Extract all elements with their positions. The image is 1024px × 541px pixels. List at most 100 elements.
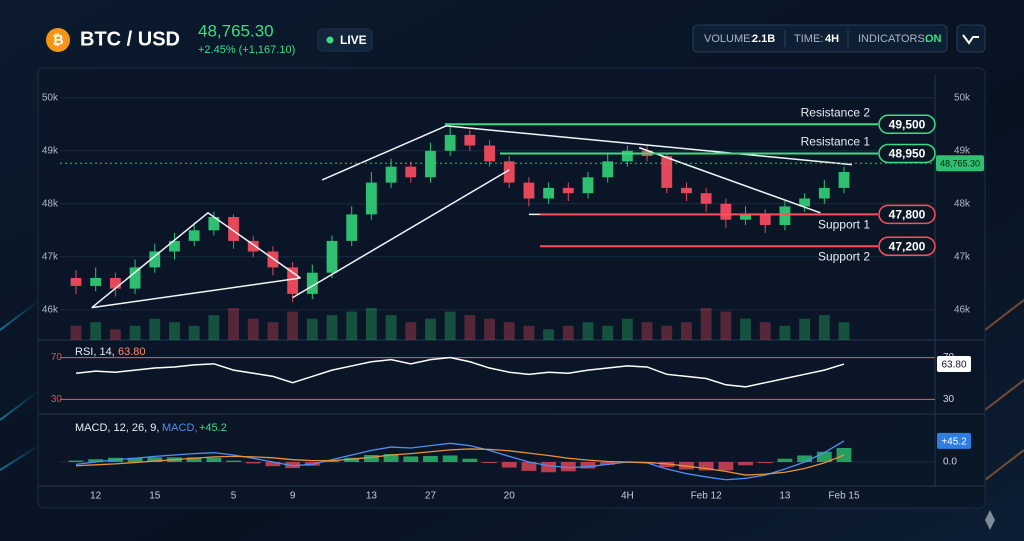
trendline xyxy=(292,169,510,299)
candle-body xyxy=(149,251,161,268)
menu-icon xyxy=(962,34,979,45)
candle-body xyxy=(818,187,830,199)
histogram-bar xyxy=(797,455,813,462)
candle-body xyxy=(287,267,299,294)
histogram-bar xyxy=(186,457,202,462)
histogram-bar xyxy=(206,457,222,462)
volume-bar xyxy=(582,322,594,340)
volume-bar xyxy=(188,325,200,340)
trendline xyxy=(638,146,821,214)
macd-line xyxy=(75,448,845,476)
candle-body xyxy=(385,166,397,183)
histogram-bar xyxy=(738,462,753,466)
y-tick-label: 0.0 xyxy=(943,457,957,468)
candle-body xyxy=(464,134,476,146)
histogram-bar xyxy=(718,462,734,471)
volume-bar xyxy=(70,325,82,340)
candle-body xyxy=(129,267,141,289)
candle-body xyxy=(503,161,515,183)
level-value: 49,500 xyxy=(889,117,926,131)
live-text: LIVE xyxy=(340,33,367,47)
legend-entry: MACD, xyxy=(162,422,197,434)
volume-bar xyxy=(247,318,259,340)
y-tick-label-left: 46k xyxy=(42,304,59,315)
candle-body xyxy=(90,277,102,286)
volume-bar xyxy=(405,322,417,340)
candle-body xyxy=(346,214,358,241)
histogram-bar xyxy=(147,457,163,462)
histogram-bar xyxy=(462,458,478,462)
y-tick-label: 49k xyxy=(954,145,971,156)
volume-bar xyxy=(661,325,673,340)
candle-body xyxy=(543,187,555,199)
level-name: Support 1 xyxy=(818,218,870,232)
volume-bar xyxy=(90,322,102,340)
x-tick-label: 9 xyxy=(290,491,296,502)
volume-bar xyxy=(267,322,279,340)
histogram-bar xyxy=(68,460,84,462)
histogram-bar xyxy=(285,462,301,469)
indicator-value: +45.2 xyxy=(199,422,227,434)
histogram-bar xyxy=(423,455,438,462)
x-tick-label: 27 xyxy=(425,491,437,502)
volume-bar xyxy=(818,315,830,340)
histogram-bar xyxy=(521,462,537,471)
histogram-bar xyxy=(600,462,616,465)
volume-bar xyxy=(759,322,771,340)
candle-body xyxy=(700,193,712,204)
chart-panel xyxy=(37,67,986,509)
macd-tag-label: +45.2 xyxy=(941,437,967,448)
histogram-bar xyxy=(560,462,576,472)
volume-bar xyxy=(149,318,161,340)
y-tick-label-left: 30 xyxy=(51,394,63,405)
candle-body xyxy=(759,214,771,225)
candle-body xyxy=(523,182,535,199)
volume-bar xyxy=(523,325,535,340)
volume-bar xyxy=(838,322,850,340)
candle-body xyxy=(661,156,673,188)
trendline xyxy=(91,211,301,309)
trendline xyxy=(91,277,301,309)
level-tag xyxy=(878,236,936,256)
candle-body xyxy=(405,166,417,178)
candle-body xyxy=(799,198,811,207)
live-dot xyxy=(326,36,334,44)
y-tick-label: 50k xyxy=(954,92,971,103)
histogram-bar xyxy=(698,462,714,471)
indicator-title: RSI, 14, xyxy=(75,346,115,358)
decor-lines xyxy=(984,299,1024,481)
candle-body xyxy=(208,217,220,231)
volume-bar xyxy=(700,308,712,340)
candle-body xyxy=(582,177,594,194)
indicator-value: 63.80 xyxy=(118,346,146,358)
candle-body xyxy=(779,206,791,225)
volume-bar xyxy=(779,325,791,340)
current-price-tag xyxy=(936,155,984,172)
x-tick-label: 12 xyxy=(90,491,102,502)
stat-value: ON xyxy=(925,33,942,45)
level-tag xyxy=(878,204,936,225)
volume-bar xyxy=(385,315,397,340)
volume-bar xyxy=(484,318,495,340)
level-value: 48,950 xyxy=(889,147,926,161)
candle-body xyxy=(169,240,180,252)
histogram-bar xyxy=(344,457,360,462)
histogram-bar xyxy=(501,462,517,468)
volume-bar xyxy=(602,325,614,340)
histogram-bar xyxy=(363,455,379,462)
volume-bar xyxy=(129,325,141,340)
coin-glyph: ₿ xyxy=(52,32,63,48)
volume-bar xyxy=(228,308,239,340)
level-name: Resistance 2 xyxy=(801,105,871,119)
stats-box xyxy=(692,24,948,53)
candle-body xyxy=(228,217,239,241)
candle-body xyxy=(740,214,751,220)
volume-bar xyxy=(287,311,299,340)
level-value: 47,200 xyxy=(889,239,926,253)
histogram-bar xyxy=(580,462,596,469)
x-tick-label: 13 xyxy=(366,491,378,502)
candle-body xyxy=(484,145,495,162)
candle-body xyxy=(621,150,633,162)
